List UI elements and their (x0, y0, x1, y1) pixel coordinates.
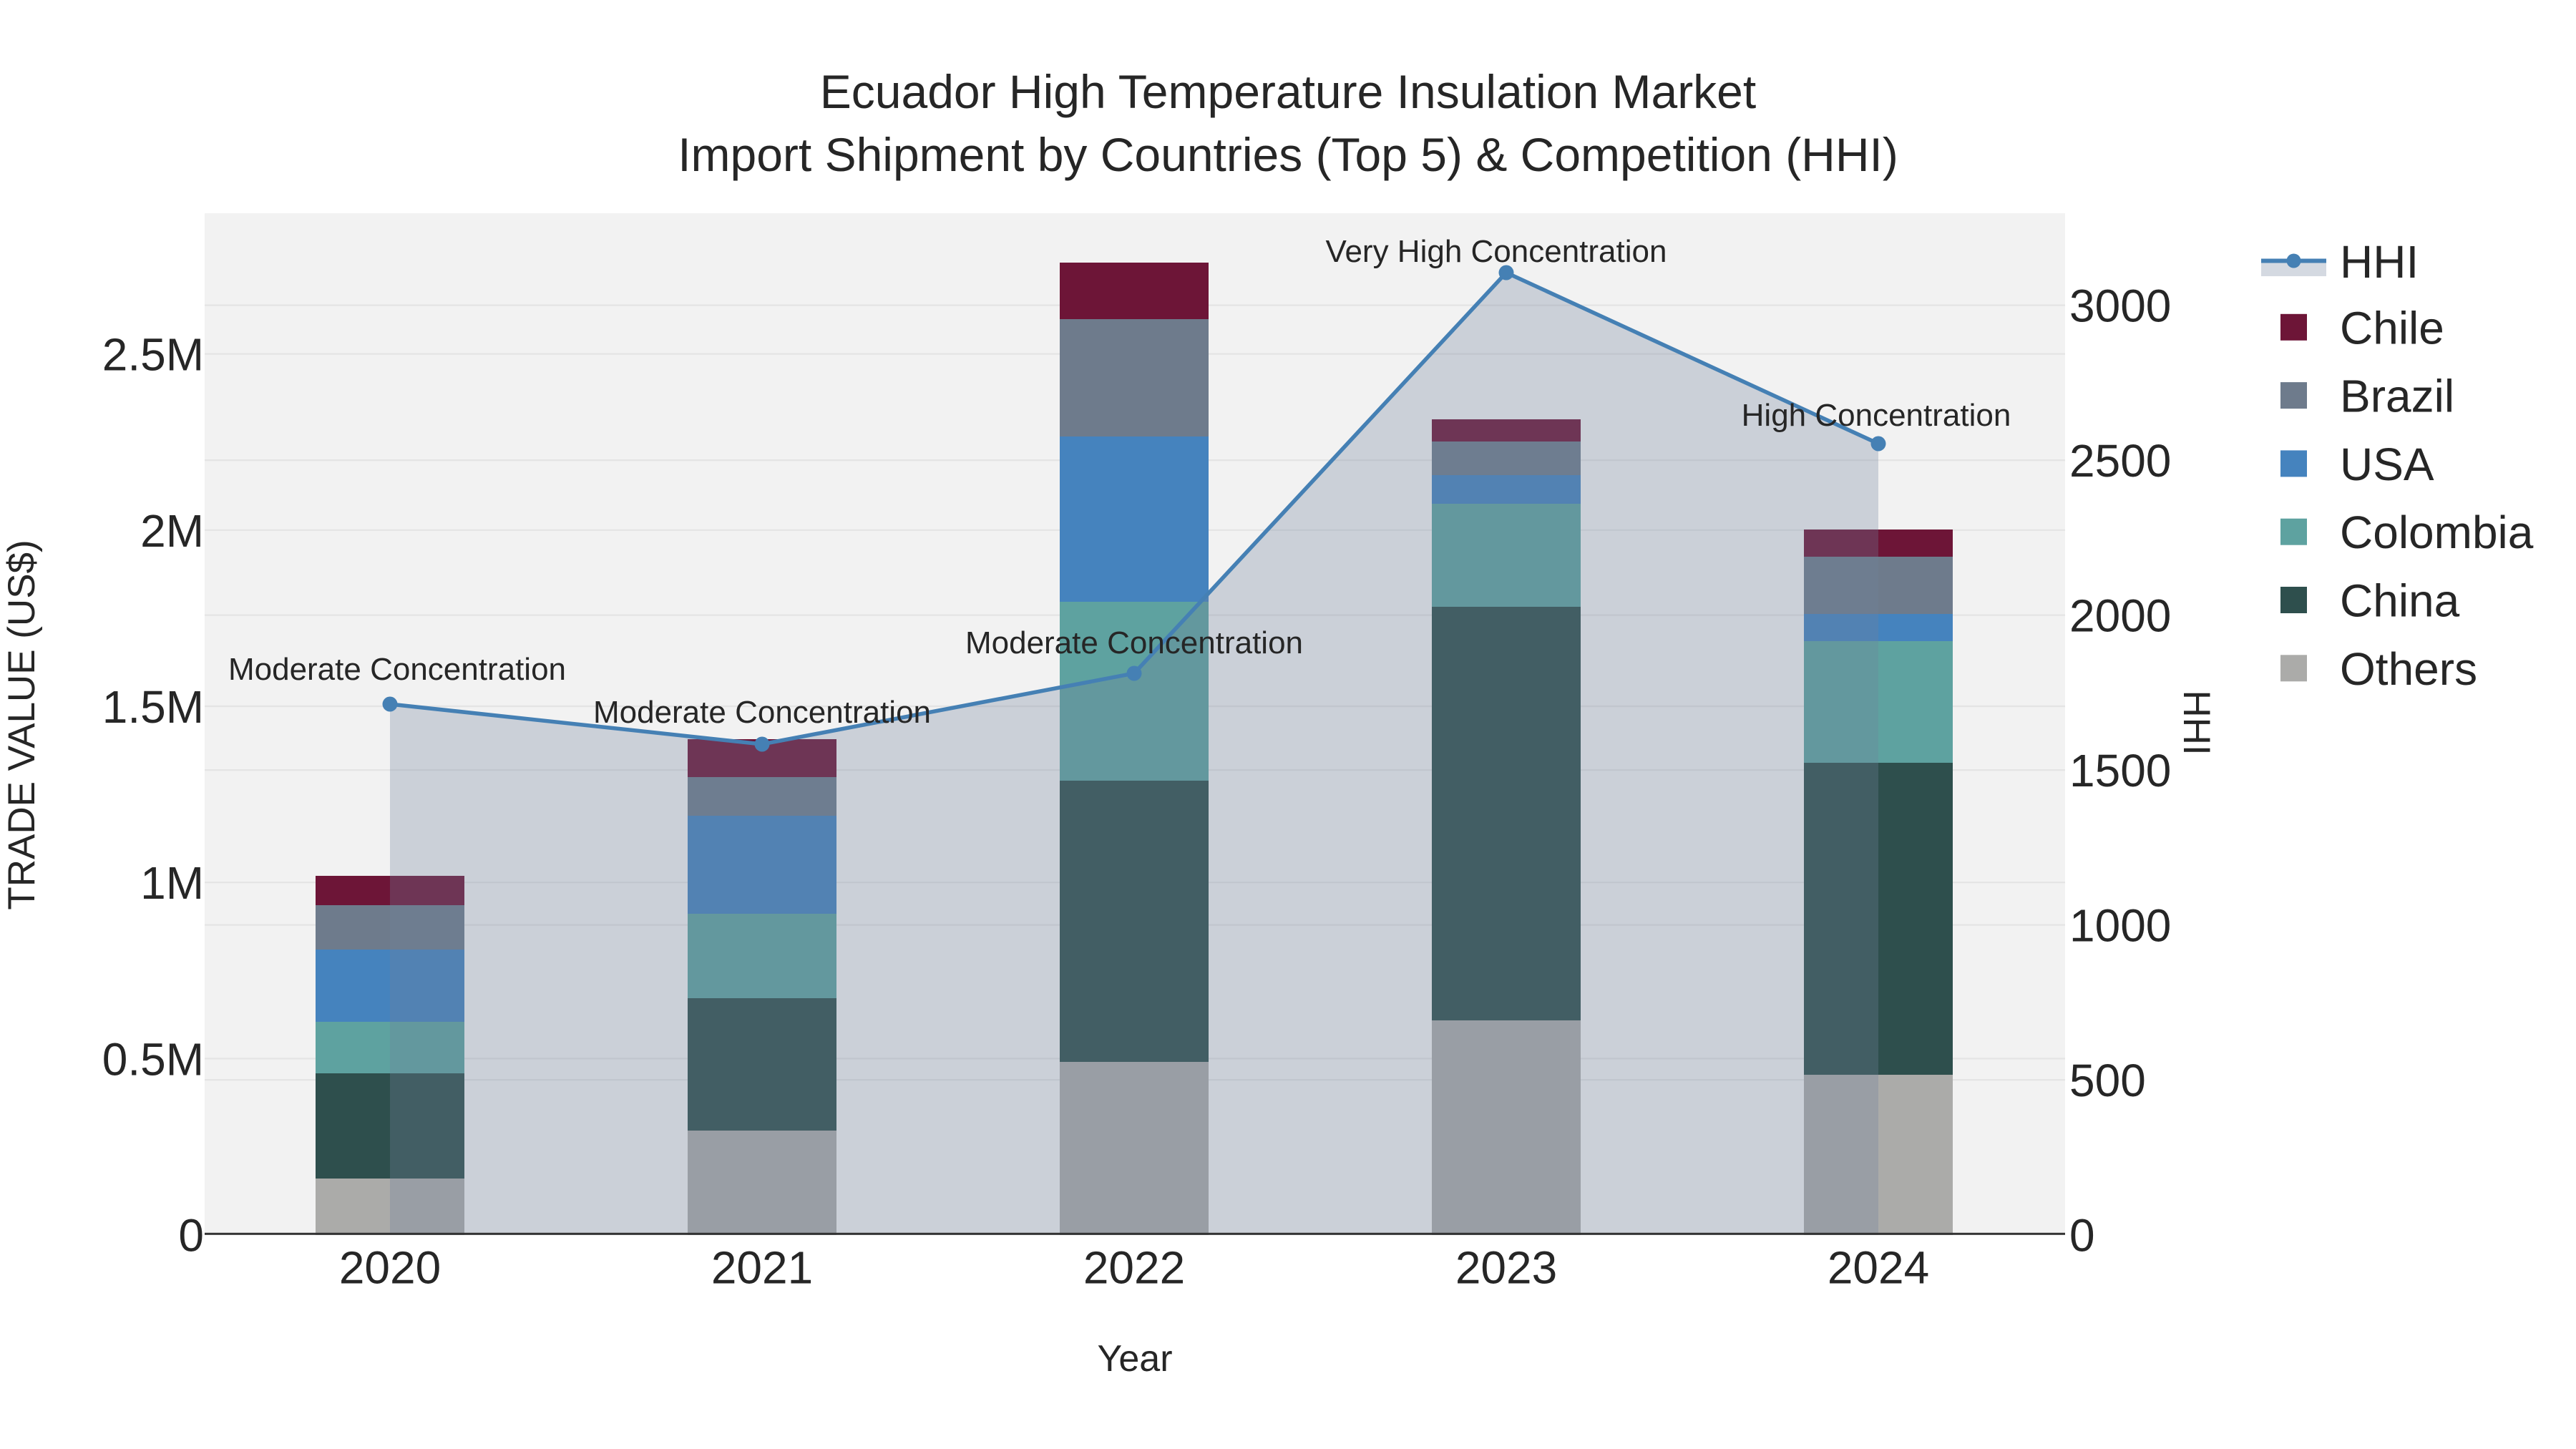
svg-text:0.5M: 0.5M (102, 1033, 204, 1085)
svg-text:2024: 2024 (1828, 1242, 1929, 1294)
svg-text:Chile: Chile (2340, 302, 2444, 353)
svg-text:3000: 3000 (2069, 280, 2171, 332)
svg-text:Moderate Concentration: Moderate Concentration (593, 695, 931, 730)
svg-text:2023: 2023 (1455, 1242, 1557, 1294)
svg-text:Brazil: Brazil (2340, 371, 2454, 422)
svg-text:1500: 1500 (2069, 745, 2171, 796)
svg-text:2022: 2022 (1083, 1242, 1185, 1294)
svg-text:Moderate Concentration: Moderate Concentration (228, 652, 566, 687)
svg-text:High Concentration: High Concentration (1742, 398, 2011, 433)
svg-text:Import Shipment by Countries (: Import Shipment by Countries (Top 5) & C… (678, 128, 1898, 181)
svg-text:500: 500 (2069, 1055, 2146, 1106)
svg-text:Colombia: Colombia (2340, 507, 2534, 558)
svg-text:2.5M: 2.5M (102, 329, 204, 381)
svg-text:1M: 1M (140, 857, 204, 909)
svg-text:0: 0 (2069, 1210, 2095, 1262)
svg-text:Ecuador High Temperature Insul: Ecuador High Temperature Insulation Mark… (820, 65, 1756, 118)
svg-text:2500: 2500 (2069, 435, 2171, 487)
svg-text:Year: Year (1097, 1338, 1172, 1380)
svg-text:Moderate Concentration: Moderate Concentration (965, 625, 1303, 660)
svg-text:2020: 2020 (339, 1242, 441, 1294)
svg-text:1000: 1000 (2069, 900, 2171, 952)
svg-text:2000: 2000 (2069, 590, 2171, 642)
svg-text:1.5M: 1.5M (102, 681, 204, 733)
svg-text:2M: 2M (140, 505, 204, 557)
svg-text:Others: Others (2340, 643, 2477, 695)
svg-text:China: China (2340, 575, 2460, 627)
svg-text:USA: USA (2340, 439, 2434, 490)
svg-text:2021: 2021 (711, 1242, 813, 1294)
svg-text:HHI: HHI (2340, 236, 2419, 288)
svg-text:Very High Concentration: Very High Concentration (1326, 234, 1667, 269)
svg-text:TRADE VALUE (US$): TRADE VALUE (US$) (1, 540, 43, 909)
svg-text:0: 0 (178, 1210, 204, 1262)
svg-text:HHI: HHI (2175, 690, 2218, 755)
